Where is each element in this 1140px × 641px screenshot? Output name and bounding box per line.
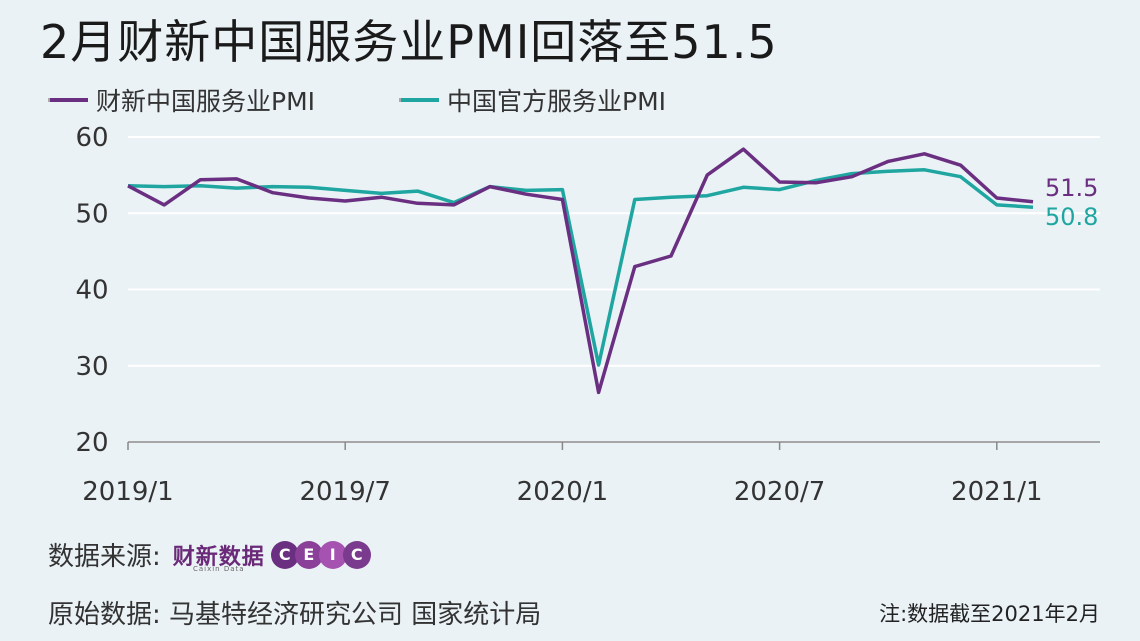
original-data-source: 原始数据: 马基特经济研究公司 国家统计局 (48, 600, 542, 630)
y-tick-label: 60 (75, 123, 108, 153)
chart-title: 2月财新中国服务业PMI回落至51.5 (40, 15, 778, 69)
caixin-logo-text: 财新数据 (172, 544, 265, 570)
y-tick-label: 30 (75, 352, 108, 382)
legend-swatch-caixin (48, 98, 88, 102)
caixin-logo-sub: Caixin Data (192, 564, 245, 573)
ceic-letter: E (294, 540, 323, 569)
legend-label-official: 中国官方服务业PMI (447, 87, 667, 116)
end-value-label-official: 50.8 (1045, 203, 1098, 231)
y-tick-label: 20 (75, 428, 108, 458)
x-tick-label: 2020/7 (734, 477, 825, 507)
series-line-caixin (127, 147, 1034, 395)
legend-item-caixin: 财新中国服务业PMI (48, 82, 315, 118)
x-tick-label: 2019/1 (82, 477, 173, 507)
data-note: 注:数据截至2021年2月 (879, 602, 1100, 626)
ceic-letter: C (270, 540, 299, 569)
x-tick-label: 2019/7 (299, 477, 390, 507)
legend-label-caixin: 财新中国服务业PMI (96, 87, 316, 116)
y-tick-label: 40 (75, 276, 108, 306)
x-tick-label: 2021/1 (951, 477, 1042, 507)
source-label: 数据来源: (48, 542, 161, 572)
legend-item-official: 中国官方服务业PMI (399, 82, 666, 118)
chart-legend: 财新中国服务业PMI 中国官方服务业PMI (48, 82, 750, 118)
legend-swatch-official (399, 98, 440, 102)
series-line-official (127, 168, 1034, 367)
ceic-letter: C (342, 540, 371, 569)
y-tick-label: 50 (75, 199, 108, 229)
ceic-letter: I (318, 540, 347, 569)
end-value-label-caixin: 51.5 (1045, 174, 1098, 202)
x-tick-label: 2020/1 (517, 477, 608, 507)
caixin-data-logo: 财新数据 Caixin Data (172, 539, 265, 573)
